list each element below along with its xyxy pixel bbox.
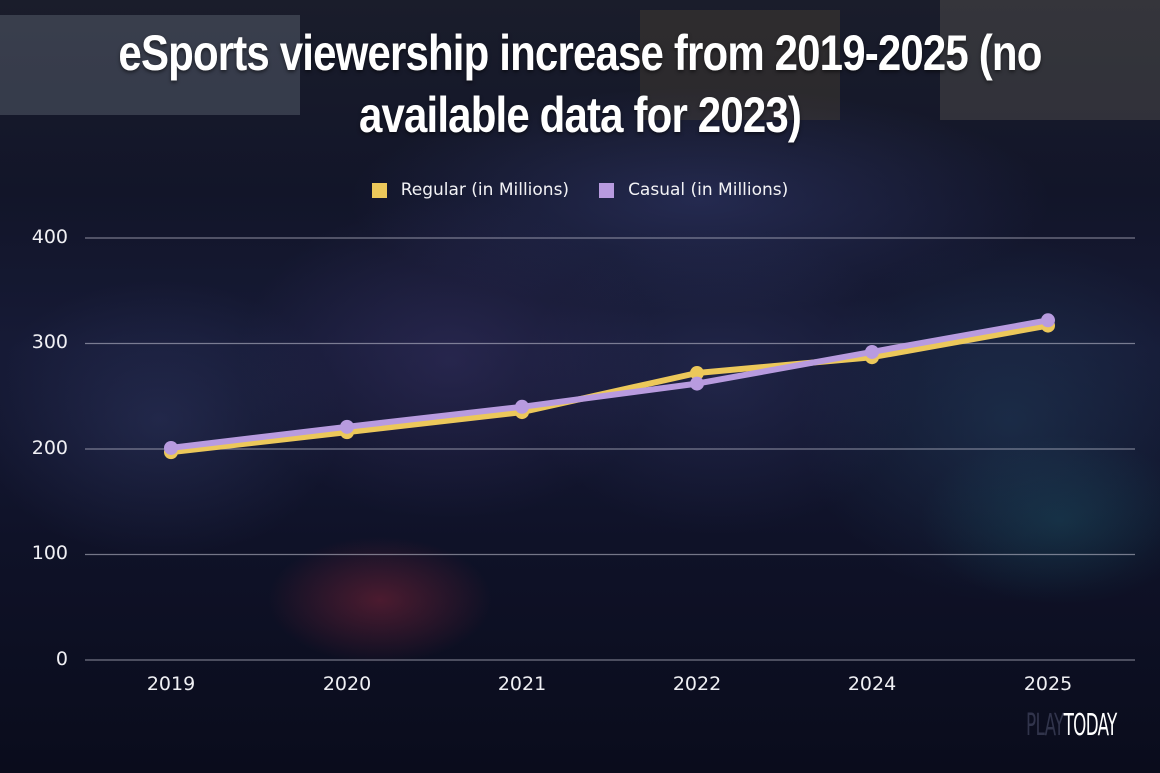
background-banner-mid	[640, 10, 840, 120]
x-tick-2022: 2022	[672, 673, 722, 695]
gridlines	[85, 237, 1135, 661]
series-line	[168, 317, 1051, 451]
logo-today-text: TODAY	[1063, 708, 1118, 743]
data-point-marker[interactable]	[865, 344, 879, 359]
playtoday-logo: PLAYTODAY	[1026, 708, 1117, 743]
y-tick-200: 200	[31, 437, 68, 459]
chart-title: eSports viewership increase from 2019-20…	[93, 22, 1067, 146]
chart-legend: Regular (in Millions) Casual (in Million…	[0, 180, 1160, 200]
data-point-marker[interactable]	[340, 419, 354, 434]
legend-label-casual: Casual (in Millions)	[628, 180, 789, 200]
data-point-marker[interactable]	[1041, 313, 1055, 328]
x-tick-2025: 2025	[1023, 673, 1073, 695]
legend-swatch-casual-icon	[599, 182, 615, 198]
chart-title-line-1: eSports viewership increase from 2019-20…	[118, 25, 1042, 81]
series-regular	[164, 318, 1055, 460]
legend-item-casual: Casual (in Millions)	[599, 180, 788, 200]
series-casual	[164, 313, 1055, 455]
x-tick-2024: 2024	[847, 673, 897, 695]
data-series	[164, 313, 1055, 460]
data-point-marker[interactable]	[164, 440, 178, 455]
logo-play-text: PLAY	[1026, 708, 1064, 743]
chart-title-line-2: available data for 2023)	[358, 87, 802, 143]
x-tick-2020: 2020	[322, 673, 372, 695]
x-tick-2021: 2021	[497, 673, 547, 695]
y-tick-300: 300	[31, 331, 68, 353]
data-point-marker[interactable]	[690, 366, 704, 381]
data-point-marker[interactable]	[690, 376, 704, 391]
background-banner-right	[940, 0, 1160, 120]
legend-swatch-regular-icon	[371, 182, 387, 198]
y-tick-100: 100	[31, 542, 68, 564]
legend-label-regular: Regular (in Millions)	[400, 180, 570, 200]
data-point-marker[interactable]	[515, 399, 529, 414]
y-tick-400: 400	[31, 226, 68, 248]
legend-item-regular: Regular (in Millions)	[371, 180, 570, 200]
x-tick-2019: 2019	[146, 673, 196, 695]
y-tick-0: 0	[55, 648, 68, 670]
background-wall-left	[0, 15, 300, 115]
